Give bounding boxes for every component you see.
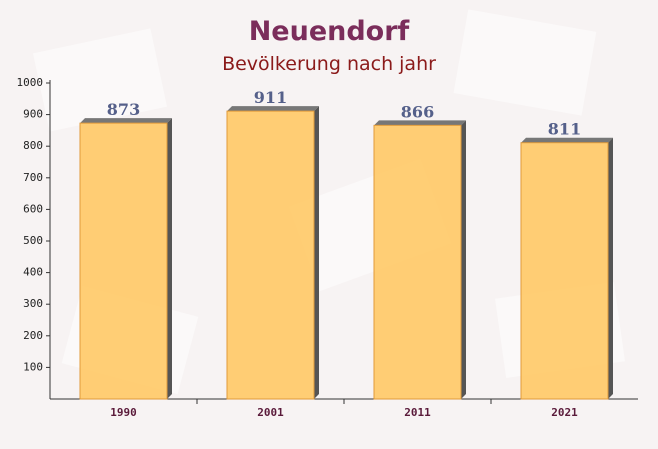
value-label: 911 xyxy=(254,88,287,107)
bar xyxy=(226,110,315,400)
y-tick-label: 1000 xyxy=(17,76,44,89)
bar xyxy=(373,124,462,400)
bar-shadow xyxy=(608,137,613,399)
bar xyxy=(79,122,168,400)
bar xyxy=(520,142,609,400)
y-tick-label: 100 xyxy=(23,360,43,373)
y-tick-label: 200 xyxy=(23,329,43,342)
chart-title: Neuendorf xyxy=(249,16,410,47)
y-tick-label: 800 xyxy=(23,139,43,152)
bar-shadow xyxy=(374,120,466,126)
bar-shadow xyxy=(167,118,172,399)
bar-shadow xyxy=(80,118,172,124)
value-label: 811 xyxy=(548,120,581,139)
y-tick-label: 600 xyxy=(23,202,43,215)
x-tick-label: 2001 xyxy=(257,406,284,419)
value-label: 866 xyxy=(401,102,434,121)
x-tick-label: 2021 xyxy=(551,406,578,419)
bar-shadow xyxy=(227,106,319,112)
bar-shadow xyxy=(461,120,466,400)
y-tick-label: 500 xyxy=(23,234,43,247)
x-tick-label: 2011 xyxy=(404,406,431,419)
value-label: 873 xyxy=(107,100,140,119)
y-tick-label: 900 xyxy=(23,108,43,121)
y-tick-label: 400 xyxy=(23,266,43,279)
x-tick-label: 1990 xyxy=(110,406,137,419)
chart-subtitle: Bevölkerung nach jahr xyxy=(222,53,436,75)
bar-shadow xyxy=(314,106,319,400)
y-tick-label: 700 xyxy=(23,171,43,184)
y-tick-label: 300 xyxy=(23,297,43,310)
bar-shadow xyxy=(521,137,613,143)
